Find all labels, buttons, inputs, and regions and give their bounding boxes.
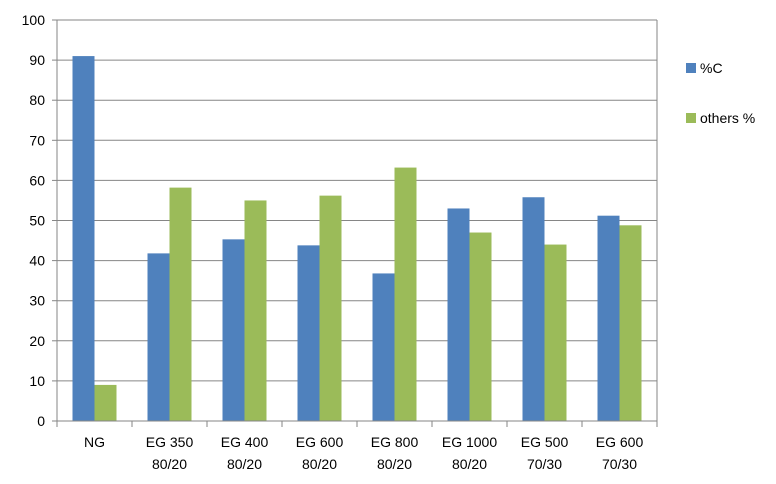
- y-tick-label: 40: [29, 253, 45, 269]
- x-tick-label: NG: [84, 434, 105, 450]
- bars: [72, 56, 642, 422]
- bar-c: [72, 56, 95, 422]
- legend-swatch: [686, 113, 696, 123]
- x-tick-label: 80/20: [452, 456, 487, 472]
- legend-label: others %: [700, 110, 756, 126]
- bar-others: [244, 200, 267, 421]
- bar-others: [169, 187, 192, 421]
- x-tick-label: EG 400: [221, 434, 269, 450]
- y-tick-label: 80: [29, 92, 45, 108]
- y-tick-label: 10: [29, 373, 45, 389]
- x-tick-label: 80/20: [302, 456, 337, 472]
- bar-c: [297, 245, 320, 421]
- x-tick-label: EG 600: [596, 434, 644, 450]
- x-tick-label: 80/20: [152, 456, 187, 472]
- bar-others: [469, 232, 492, 421]
- legend: %C others %: [686, 58, 776, 158]
- x-tick-label: EG 800: [371, 434, 419, 450]
- bar-others: [94, 384, 117, 421]
- x-tick-label: 70/30: [527, 456, 562, 472]
- y-tick-labels: 0 10 20 30 40 50 60 70 80 90 100: [22, 12, 46, 429]
- y-tick-label: 50: [29, 213, 45, 229]
- x-tick-label: 80/20: [377, 456, 412, 472]
- y-tick-label: 70: [29, 132, 45, 148]
- bar-c: [447, 208, 470, 421]
- bar-c: [522, 197, 545, 421]
- bar-c: [147, 253, 170, 421]
- y-tick-label: 90: [29, 52, 45, 68]
- bar-others: [394, 167, 417, 421]
- y-tick-label: 0: [37, 413, 45, 429]
- x-tick-label: 70/30: [602, 456, 637, 472]
- y-tick-label: 30: [29, 293, 45, 309]
- legend-item-c: %C: [686, 58, 776, 78]
- y-tick-label: 20: [29, 333, 45, 349]
- bar-c: [222, 239, 245, 421]
- bar-others: [619, 225, 642, 421]
- bar-c: [372, 273, 395, 421]
- bar-c: [597, 215, 620, 421]
- x-tick-label: EG 500: [521, 434, 569, 450]
- axes: [56, 20, 658, 427]
- bar-others: [544, 244, 567, 421]
- x-tick-label: EG 1000: [442, 434, 497, 450]
- y-tick-label: 100: [22, 12, 46, 28]
- y-tick-label: 60: [29, 172, 45, 188]
- legend-item-others: others %: [686, 108, 776, 128]
- x-tick-label: EG 600: [296, 434, 344, 450]
- x-tick-label: 80/20: [227, 456, 262, 472]
- legend-swatch: [686, 63, 696, 73]
- x-tick-label: EG 350: [146, 434, 194, 450]
- legend-label: %C: [700, 60, 723, 76]
- bar-others: [319, 195, 342, 421]
- x-tick-labels: NG EG 350 80/20 EG 400 80/20 EG 600 80/20 EG 80…: [84, 434, 643, 472]
